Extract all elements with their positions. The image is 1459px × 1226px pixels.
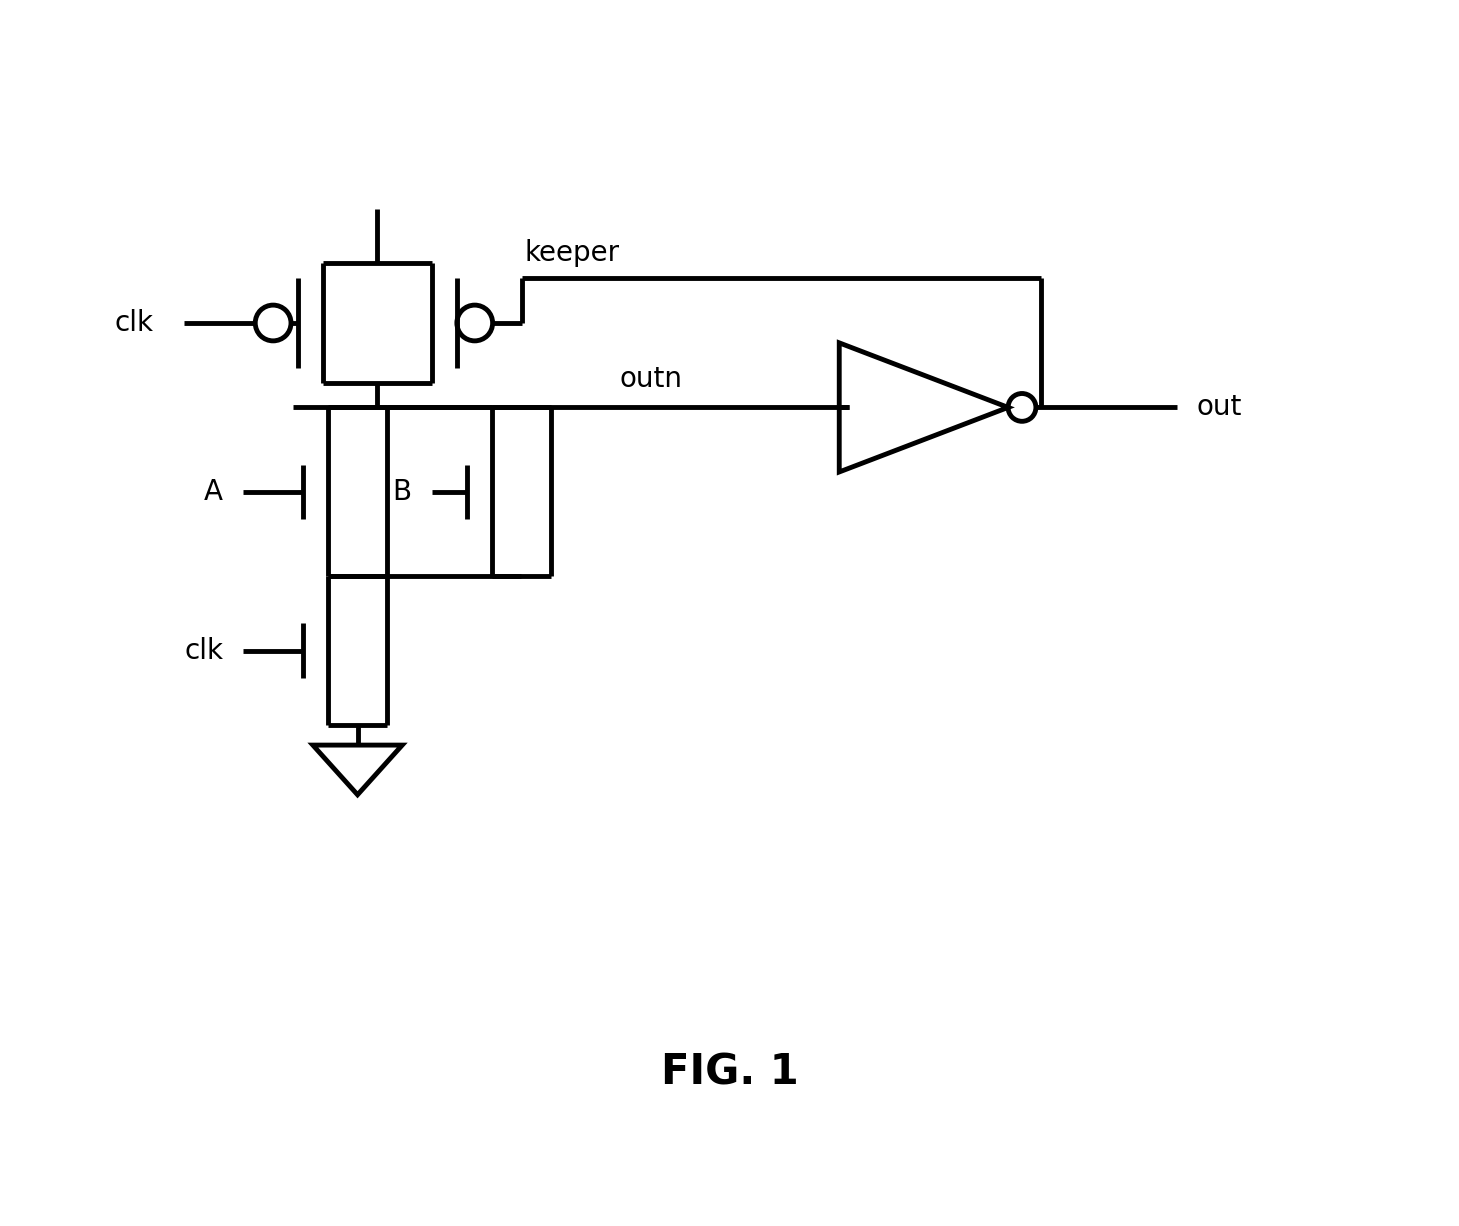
Text: outn: outn [619,364,681,392]
Text: A: A [204,478,223,506]
Text: FIG. 1: FIG. 1 [661,1052,800,1094]
Text: B: B [392,478,411,506]
Text: keeper: keeper [524,239,620,267]
Text: out: out [1196,394,1242,422]
Text: clk: clk [115,309,155,337]
Text: clk: clk [184,636,223,664]
